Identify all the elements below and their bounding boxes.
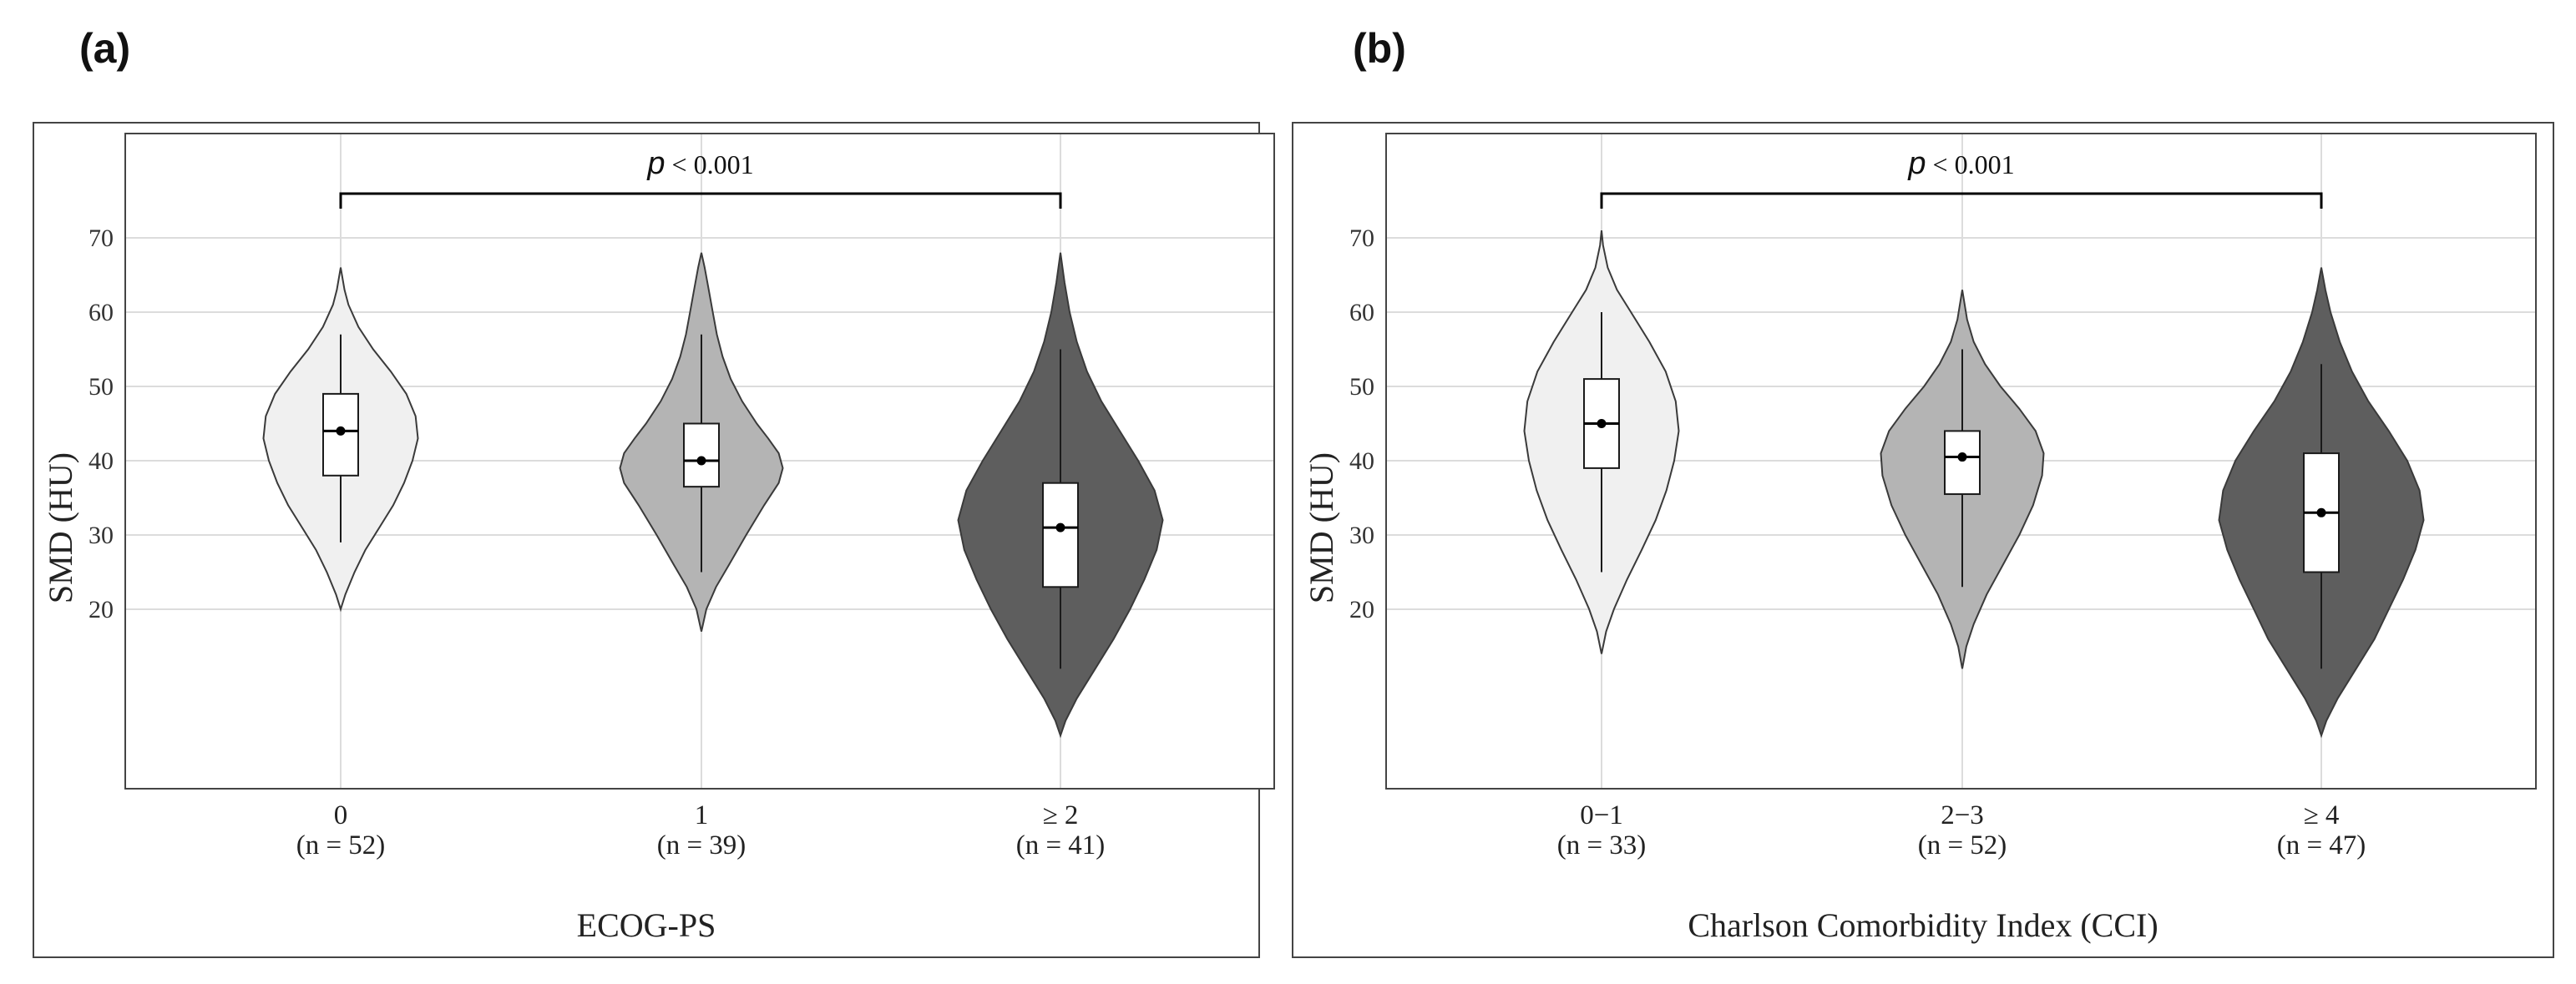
y-axis-label: SMD (HU) <box>42 452 79 603</box>
y-axis-label: SMD (HU) <box>1303 452 1340 603</box>
median-point <box>2316 507 2326 517</box>
sample-size-label: (n = 33) <box>1557 830 1647 860</box>
box <box>1042 482 1079 588</box>
panel-frame <box>1292 122 2554 958</box>
y-tick-label: 50 <box>89 373 114 401</box>
significance-p: p <box>646 146 665 181</box>
y-tick-label: 70 <box>89 225 114 252</box>
panel-label: (a) <box>79 25 130 72</box>
x-tick-label: 1 <box>695 800 709 830</box>
y-tick-label: 20 <box>89 596 114 623</box>
panel-label: (b) <box>1353 25 1406 72</box>
box <box>683 422 720 488</box>
y-tick-label: 60 <box>89 299 114 326</box>
median-point <box>696 456 706 466</box>
plot-border <box>124 133 1275 790</box>
median-point <box>1957 452 1967 462</box>
sample-size-label: (n = 41) <box>1016 830 1106 860</box>
x-tick-label: 2−3 <box>1941 800 1984 830</box>
y-tick-label: 60 <box>1349 299 1374 326</box>
box <box>1944 430 1981 496</box>
y-tick-label: 30 <box>1349 522 1374 549</box>
panel-b: (b) 20 30 40 50 60 70 0−1(n = 33) 2−3(n = 52) ≥ 4… <box>1292 25 2554 958</box>
significance-bracket <box>1600 192 2323 209</box>
sample-size-label: (n = 52) <box>296 830 386 860</box>
significance-label: p < 0.001 <box>646 146 753 181</box>
x-axis-label: ECOG-PS <box>577 906 716 944</box>
y-tick-label: 30 <box>89 522 114 549</box>
y-tick-label: 70 <box>1349 225 1374 252</box>
x-tick-label: 0−1 <box>1580 800 1623 830</box>
y-tick-label: 40 <box>1349 447 1374 475</box>
significance-p: p <box>1907 146 1926 181</box>
median-point <box>1597 419 1607 428</box>
sample-size-label: (n = 47) <box>2277 830 2366 860</box>
y-tick-label: 40 <box>89 447 114 475</box>
significance-threshold: < 0.001 <box>666 149 754 179</box>
x-tick-label: ≥ 4 <box>2304 800 2340 830</box>
significance-threshold: < 0.001 <box>1926 149 2015 179</box>
panel-a: (a) 20 30 40 50 60 70 0(n = 52) 1(n = 39) ≥ 2(n =… <box>33 25 1275 958</box>
significance-bracket <box>339 192 1062 209</box>
median-point <box>336 426 346 436</box>
sample-size-label: (n = 52) <box>1918 830 2007 860</box>
x-axis-label: Charlson Comorbidity Index (CCI) <box>1688 906 2158 944</box>
significance-label: p < 0.001 <box>1907 146 2014 181</box>
x-tick-label: ≥ 2 <box>1043 800 1079 830</box>
y-tick-label: 20 <box>1349 596 1374 623</box>
plot-border <box>1385 133 2537 790</box>
y-tick-label: 50 <box>1349 373 1374 401</box>
sample-size-label: (n = 39) <box>657 830 746 860</box>
median-point <box>1055 522 1065 532</box>
x-tick-label: 0 <box>334 800 348 830</box>
